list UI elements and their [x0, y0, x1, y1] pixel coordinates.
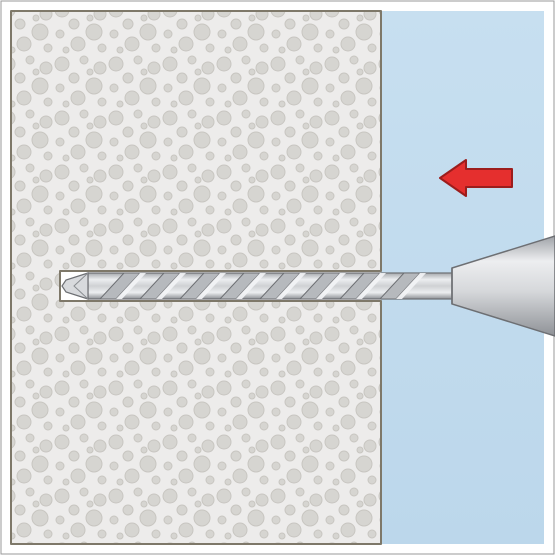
diagram-svg	[0, 0, 555, 555]
drilling-diagram	[0, 0, 555, 555]
drill-bit	[62, 273, 460, 299]
